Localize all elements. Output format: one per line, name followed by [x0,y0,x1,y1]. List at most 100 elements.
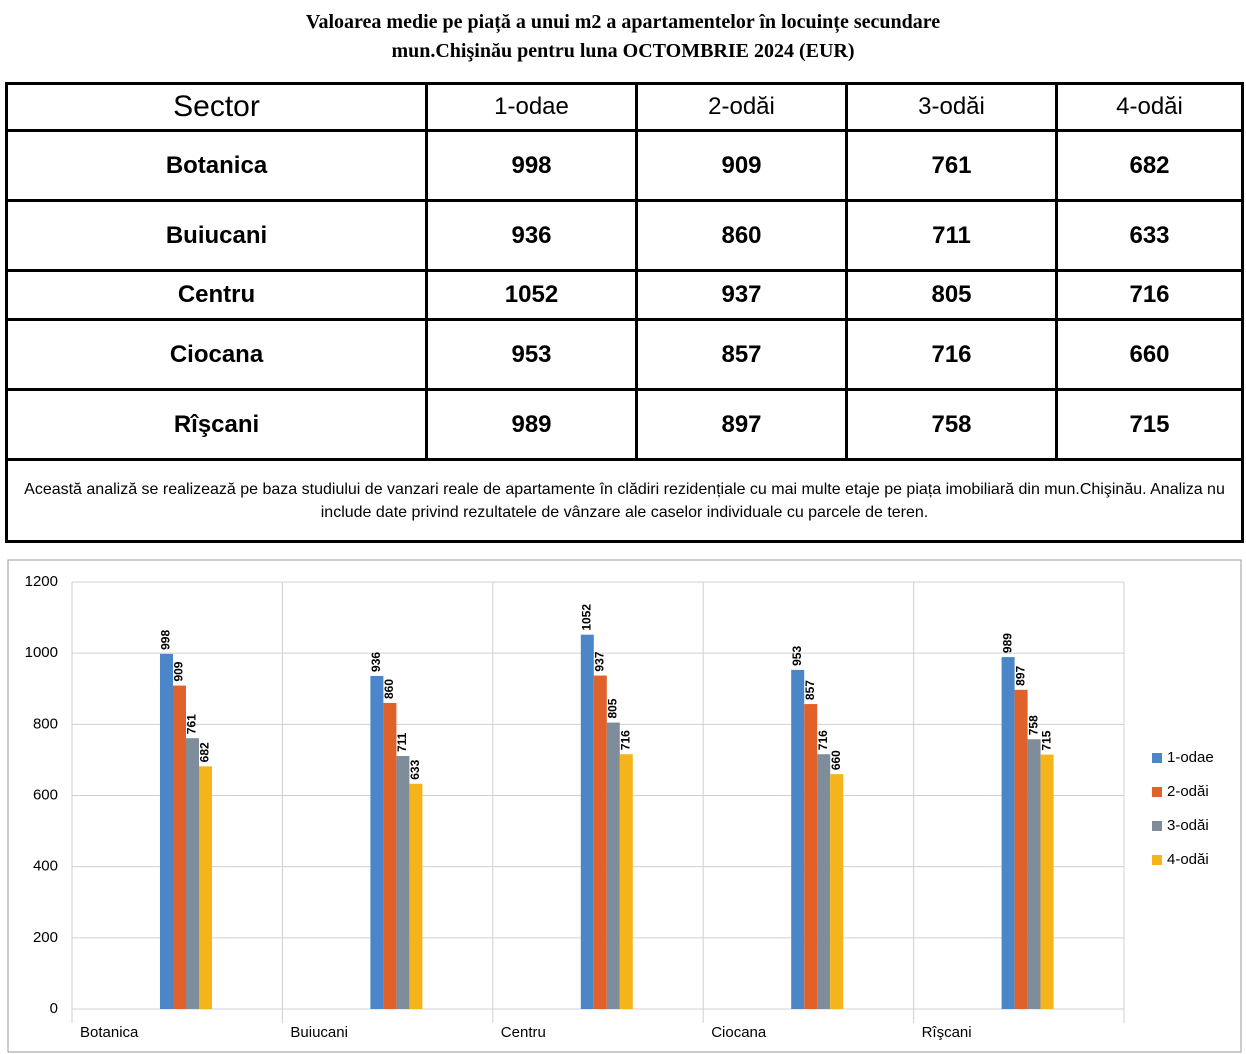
bar [186,738,199,1009]
data-label: 682 [198,742,212,762]
table-cell: 633 [1055,199,1244,272]
legend-swatch [1152,855,1162,865]
x-tick-label: Centru [501,1024,546,1041]
table-cell: Centru [5,269,428,321]
table-cell: 909 [635,129,848,202]
data-label: 936 [369,652,383,672]
table-cell: 716 [1055,269,1244,321]
table-cell: 660 [1055,318,1244,391]
bar [830,774,844,1009]
bar [580,634,594,1009]
table-row: Botanica 998 909 761 682 [5,129,1244,202]
data-label: 857 [803,680,817,700]
data-label: 761 [185,714,199,734]
chart: 0 200 400 600 800 1000 1200 Botanica 998 909 761 68… [7,559,1242,1053]
legend-swatch [1152,821,1162,831]
table-cell: Ciocana [5,318,428,391]
table-cell: 936 [425,199,638,272]
table-cell: 761 [845,129,1058,202]
y-tick-label: 600 [33,786,58,803]
y-tick-label: 1200 [25,573,58,590]
table-cell: 715 [1055,388,1244,461]
legend-swatch [1152,753,1162,763]
bar [199,766,212,1009]
price-table: Sector 1-odae 2-odăi 3-odăi 4-odăi Botanica 99… [5,82,1244,543]
table-cell: Botanica [5,129,428,202]
bar [1001,657,1015,1009]
legend-label: 2-odăi [1167,783,1209,800]
y-tick-label: 200 [33,929,58,946]
data-label: 989 [1000,633,1014,653]
data-label: 716 [618,730,632,750]
table-cell: Rîşcani [5,388,428,461]
table-row: Sector 1-odae 2-odăi 3-odăi 4-odăi [5,82,1244,132]
x-tick-label: Botanica [80,1024,139,1041]
data-label: 715 [1039,730,1053,750]
data-label: 716 [816,730,830,750]
data-label: 953 [790,646,804,666]
y-tick-label: 1000 [25,644,58,661]
table-cell: 3-odăi [845,82,1058,132]
title: Valoarea medie pe piață a unui m2 a apar… [305,11,941,33]
data-label: 897 [1013,665,1027,685]
table-cell: 716 [845,318,1058,391]
data-label: 937 [592,651,606,671]
bar [160,653,173,1009]
bar [370,675,384,1009]
bar [396,756,410,1009]
table-cell: 711 [845,199,1058,272]
table-cell: 682 [1055,129,1244,202]
table-cell: 2-odăi [635,82,848,132]
data-label: 805 [605,698,619,718]
legend-label: 4-odăi [1167,851,1209,868]
y-tick-label: 0 [50,1000,58,1017]
y-tick-label: 800 [33,715,58,732]
y-tick-label: 400 [33,858,58,875]
table-cell: 857 [635,318,848,391]
note: Această analiză se realizează pe baza st… [5,458,1244,543]
table-cell: 897 [635,388,848,461]
bar [1014,689,1028,1009]
legend-swatch [1152,787,1162,797]
legend-label: 3-odăi [1167,817,1209,834]
bar [1040,754,1054,1009]
note-row: Această analiză se realizează pe baza st… [5,458,1244,543]
x-tick-label: Rîşcani [922,1024,972,1041]
bar [383,702,397,1009]
bar [409,783,423,1009]
table-cell: Sector [5,82,428,132]
data-label: 660 [829,750,843,770]
x-tick-label: Ciocana [711,1024,767,1041]
table-row: Centru 1052 937 805 716 [5,269,1244,321]
legend-label: 1-odae [1167,749,1214,766]
table-cell: Buiucani [5,199,428,272]
table-cell: 1-odae [425,82,638,132]
bar [791,669,805,1009]
bar [619,754,633,1009]
data-label: 1052 [579,604,593,631]
table-cell: 860 [635,199,848,272]
bar [173,685,186,1009]
bar [804,704,818,1009]
table-cell: 805 [845,269,1058,321]
data-label: 909 [172,661,186,681]
x-tick-label: Buiucani [290,1024,348,1041]
data-label: 998 [159,630,173,650]
data-label: 758 [1026,715,1040,735]
table-row: Buiucani 936 860 711 633 [5,199,1244,272]
table-cell: 937 [635,269,848,321]
table-cell: 989 [425,388,638,461]
bar [817,754,831,1009]
bar [1027,739,1041,1009]
data-label: 860 [382,679,396,699]
table-row: Rîşcani 989 897 758 715 [5,388,1244,461]
data-label: 633 [408,759,422,779]
subtitle: mun.Chişinău pentru luna OCTOMBRIE 2024 … [391,40,855,62]
table-cell: 1052 [425,269,638,321]
data-label: 711 [395,732,409,752]
table-cell: 758 [845,388,1058,461]
table-cell: 4-odăi [1055,82,1244,132]
table-cell: 953 [425,318,638,391]
bar [606,722,620,1009]
